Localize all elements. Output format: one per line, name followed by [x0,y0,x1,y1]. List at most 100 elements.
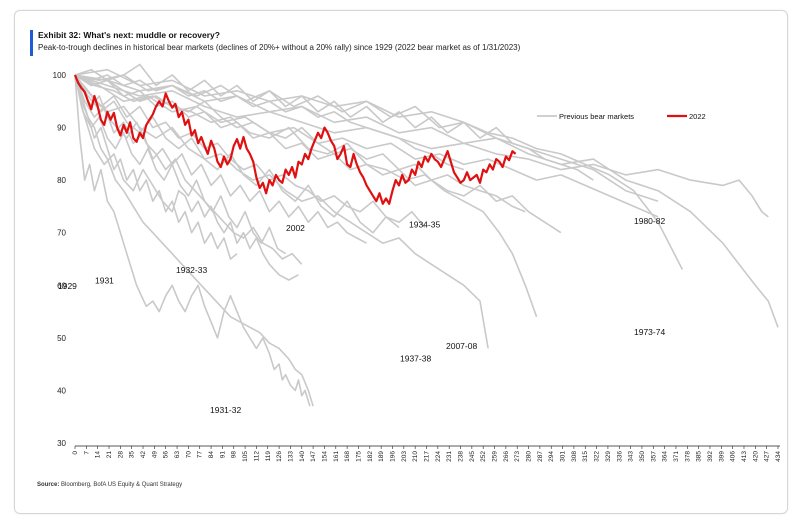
x-tick-label: 98 [231,451,238,459]
series-annotation: 1931 [95,276,114,286]
legend-label: 2022 [689,112,706,121]
y-tick-label: 60 [57,281,66,290]
x-tick-label: 126 [276,451,283,462]
y-tick-label: 40 [57,386,66,395]
x-tick-label: 21 [106,451,113,459]
series-line-previous [74,74,367,244]
x-tick-label: 63 [174,451,181,459]
series-annotation: 1932-33 [176,265,207,275]
x-tick-label: 315 [582,451,589,462]
y-tick-label: 90 [57,124,66,133]
x-tick-label: 252 [480,451,487,462]
series-line-previous [74,68,659,202]
x-tick-label: 301 [560,451,567,462]
source-label: Source: [37,482,60,488]
x-tick-label: 392 [707,451,714,462]
y-tick-label: 100 [53,71,67,80]
x-tick-label: 434 [775,451,782,462]
series-annotations: 1929 1931 1932-33 2002 1934-35 1937-38 2007-08… [58,216,665,415]
x-tick-label: 350 [639,451,646,462]
x-tick-label: 119 [265,451,272,462]
series-line-previous [74,74,562,234]
x-tick-label: 238 [458,451,465,462]
series-line-2022 [73,74,517,205]
x-tick-label: 280 [526,451,533,462]
y-tick-label: 70 [57,229,66,238]
x-tick-label: 336 [616,451,623,462]
series-line-previous [74,74,465,171]
x-tick-label: 420 [752,451,759,462]
series-annotation: 1980-82 [634,216,665,226]
x-tick-label: 399 [718,451,725,462]
series-annotation: 1929 [58,281,77,291]
exhibit-accent-bar [30,30,33,56]
x-tick-label: 385 [696,451,703,462]
legend: Previous bear markets 2022 [537,112,706,121]
x-tick-label: 189 [378,451,385,462]
x-tick-label: 322 [594,451,601,462]
x-tick-label: 133 [287,451,294,462]
x-tick-label: 259 [492,451,499,462]
series-annotation: 1937-38 [400,354,431,364]
exhibit-title: Exhibit 32: What's next: muddle or recov… [38,30,220,40]
y-tick-label: 30 [57,439,66,448]
x-tick-label: 231 [446,451,453,462]
series-line-previous [74,74,400,234]
x-tick-label: 14 [95,451,102,459]
x-tick-label: 140 [299,451,306,462]
x-tick-label: 175 [355,451,362,462]
x-tick-label: 84 [208,451,215,459]
x-tick-label: 7 [83,451,90,455]
x-tick-label: 35 [129,451,136,459]
series-line-previous [74,74,538,318]
x-tick-label: 413 [741,451,748,462]
series-annotation: 1934-35 [409,219,440,229]
y-axis: 30 40 50 60 70 80 90 100 [53,71,67,448]
x-tick-label: 203 [401,451,408,462]
y-tick-label: 80 [57,176,66,185]
x-tick-label: 406 [730,451,737,462]
x-tick-label: 287 [537,451,544,462]
x-tick-label: 329 [605,451,612,462]
series-line-previous [74,74,299,281]
x-tick-label: 77 [197,451,204,459]
source-note: Source: Bloomberg, BofA US Equity & Quan… [37,482,182,488]
x-tick-label: 266 [503,451,510,462]
x-tick-label: 427 [764,451,771,462]
x-tick-label: 371 [673,451,680,462]
series-annotation: 1931-32 [210,405,241,415]
x-tick-label: 196 [389,451,396,462]
x-tick-label: 182 [367,451,374,462]
series-line-previous [74,74,314,407]
x-tick-label: 70 [185,451,192,459]
x-tick-label: 112 [253,451,260,462]
legend-label: Previous bear markets [559,112,634,121]
x-tick-label: 224 [435,451,442,462]
x-tick-label: 147 [310,451,317,462]
series-line-previous [74,74,311,407]
x-tick-label: 273 [514,451,521,462]
x-tick-label: 49 [151,451,158,459]
x-tick-label: 343 [628,451,635,462]
x-tick-label: 217 [424,451,431,462]
x-axis: 0 7 14 21 28 35 42 49 56 63 70 77 84 91 98 105 112 119 126… [72,445,782,462]
x-tick-label: 56 [163,451,170,459]
x-tick-label: 42 [140,451,147,459]
x-tick-label: 357 [650,451,657,462]
x-tick-label: 294 [548,451,555,462]
series-line-previous [74,74,287,255]
x-tick-label: 154 [321,451,328,462]
x-tick-label: 0 [72,451,79,455]
series-lines [73,63,779,407]
x-tick-label: 364 [662,451,669,462]
x-tick-label: 245 [469,451,476,462]
exhibit-subtitle: Peak-to-trough declines in historical be… [38,43,521,52]
y-tick-label: 50 [57,334,66,343]
x-tick-label: 308 [571,451,578,462]
x-tick-label: 168 [344,451,351,462]
series-line-previous [74,74,426,229]
source-text: Bloomberg, BofA US Equity & Quant Strate… [61,482,183,488]
series-annotation: 2002 [286,223,305,233]
x-tick-label: 378 [684,451,691,462]
